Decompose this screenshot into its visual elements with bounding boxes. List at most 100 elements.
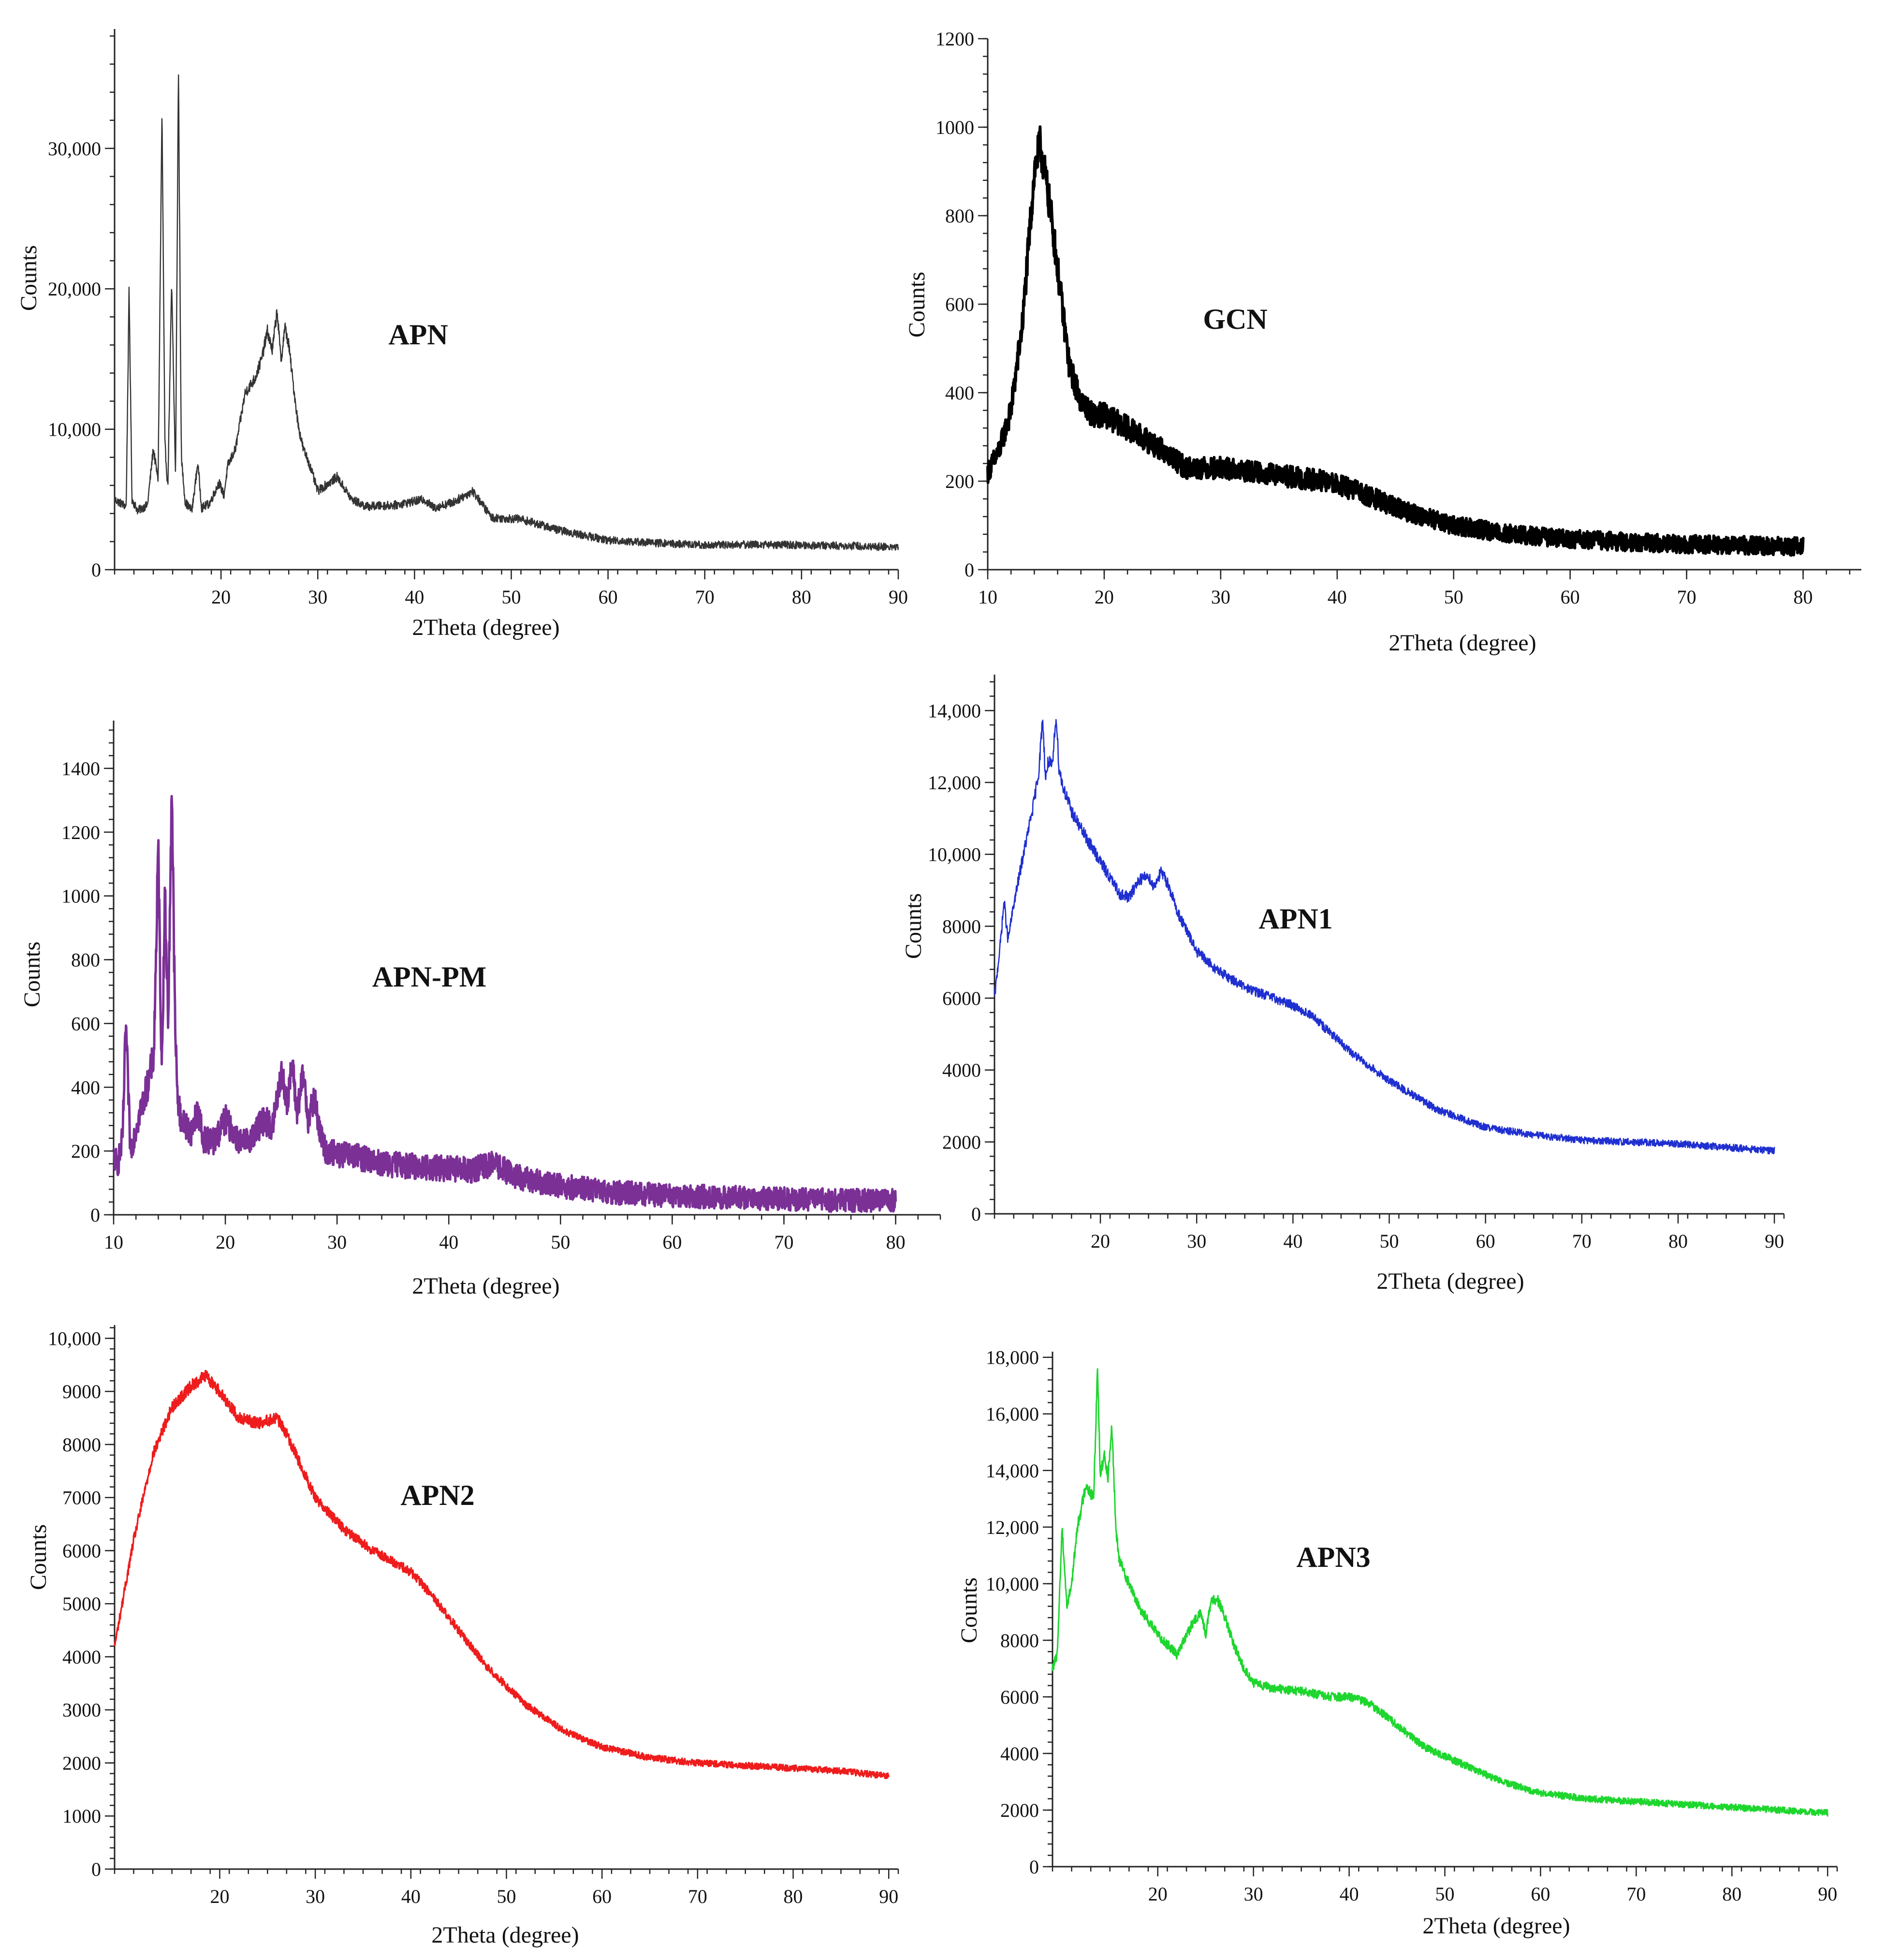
y-tick-label-apn: 30,000 — [48, 138, 101, 160]
x-tick-label-apn: 90 — [889, 586, 908, 608]
y-tick-apn2-3000: 3000 — [62, 1699, 115, 1721]
x-minor-ticks-apn3 — [1052, 1867, 1838, 1872]
plot-area-apn — [110, 29, 899, 575]
y-tick-label-apn1: 0 — [971, 1203, 981, 1225]
x-axis-label-apn3: 2Theta (degree) — [1422, 1913, 1570, 1939]
y-tick-label-apn3: 12,000 — [986, 1517, 1039, 1538]
panel-title-apn2: APN2 — [400, 1479, 474, 1511]
y-tick-gcn-800: 800 — [945, 205, 988, 227]
x-tick-apn3-90: 90 — [1818, 1867, 1837, 1905]
y-tick-label-apn3: 10,000 — [986, 1573, 1039, 1595]
x-tick-label-apn2: 50 — [497, 1886, 516, 1907]
y-tick-apn1-0: 0 — [971, 1203, 994, 1225]
x-tick-label-gcn: 80 — [1794, 586, 1813, 608]
y-tick-label-gcn: 200 — [945, 471, 974, 492]
x-tick-apn2-20: 20 — [210, 1869, 229, 1907]
x-axis-label-apn1: 2Theta (degree) — [1376, 1268, 1524, 1294]
y-tick-label-apn2: 7000 — [62, 1487, 101, 1509]
x-tick-label-apn1: 70 — [1572, 1230, 1592, 1252]
x-tick-label-apn-pm: 10 — [104, 1231, 123, 1253]
y-tick-apn3-14000: 14,000 — [986, 1460, 1053, 1482]
panel-apn1: 20 30 40 50 60 70 80 90 0 2000 4000 6000 8000 10,000… — [901, 675, 1785, 1294]
x-tick-label-gcn: 60 — [1561, 586, 1580, 608]
x-ticks-apn-pm: 10 20 30 40 50 60 70 80 — [104, 1215, 906, 1253]
series-line-apn — [114, 74, 899, 551]
y-axis-label-gcn: Counts — [904, 272, 930, 338]
panel-apn: 20 30 40 50 60 70 80 90 0 10,000 20,000 30,000 APN… — [16, 29, 908, 640]
x-ticks-apn2: 20 30 40 50 60 70 80 90 — [210, 1869, 898, 1907]
y-tick-label-apn1: 6000 — [942, 987, 981, 1009]
x-tick-apn-70: 70 — [695, 570, 715, 608]
y-tick-gcn-1000: 1000 — [936, 117, 988, 138]
x-axis-label-apn2: 2Theta (degree) — [431, 1922, 579, 1948]
y-tick-label-apn3: 16,000 — [986, 1403, 1039, 1425]
x-tick-label-gcn: 10 — [978, 586, 997, 608]
y-ticks-apn: 0 10,000 20,000 30,000 — [48, 138, 115, 581]
y-tick-label-apn3: 14,000 — [986, 1460, 1039, 1482]
x-tick-gcn-30: 30 — [1211, 570, 1230, 608]
x-tick-label-apn3: 60 — [1531, 1883, 1550, 1905]
plot-area-apn-pm — [109, 721, 941, 1220]
y-tick-gcn-200: 200 — [945, 471, 988, 492]
y-tick-apn3-0: 0 — [1029, 1856, 1053, 1878]
y-tick-label-gcn: 1000 — [936, 117, 974, 138]
y-tick-label-apn2: 6000 — [62, 1540, 101, 1562]
panel-apn3: 20 30 40 50 60 70 80 90 0 2000 4000 6000 8000 10,000… — [956, 1347, 1838, 1939]
y-tick-apn3-8000: 8000 — [1000, 1630, 1053, 1651]
y-tick-apn2-5000: 5000 — [62, 1593, 115, 1615]
y-tick-label-apn-pm: 400 — [71, 1076, 100, 1098]
series-line-apn-pm — [112, 795, 897, 1213]
y-axis-label-apn: Counts — [16, 245, 42, 311]
y-tick-label-apn2: 1000 — [62, 1805, 101, 1827]
y-tick-apn-pm-600: 600 — [71, 1013, 114, 1034]
plot-area-apn1 — [990, 675, 1785, 1219]
y-tick-apn2-4000: 4000 — [62, 1646, 115, 1668]
series-line-apn3 — [1052, 1368, 1828, 1817]
x-tick-label-apn3: 90 — [1818, 1883, 1837, 1905]
y-tick-label-apn3: 2000 — [1000, 1799, 1039, 1821]
y-tick-apn1-6000: 6000 — [942, 987, 994, 1009]
y-tick-apn3-10000: 10,000 — [986, 1573, 1053, 1595]
x-tick-label-gcn: 70 — [1677, 586, 1696, 608]
y-tick-gcn-1200: 1200 — [936, 28, 988, 50]
x-tick-apn3-80: 80 — [1722, 1867, 1741, 1905]
x-tick-apn2-50: 50 — [497, 1869, 516, 1907]
y-tick-label-apn2: 9000 — [62, 1381, 101, 1402]
y-tick-label-apn: 10,000 — [48, 419, 101, 441]
y-tick-apn-pm-800: 800 — [71, 949, 114, 971]
x-tick-apn1-50: 50 — [1380, 1214, 1399, 1252]
y-ticks-gcn: 0 200 400 600 800 1000 1200 — [936, 28, 988, 581]
y-tick-label-apn2: 10,000 — [48, 1327, 101, 1349]
y-tick-apn-pm-0: 0 — [90, 1204, 114, 1226]
y-tick-label-apn: 0 — [91, 559, 101, 581]
x-tick-label-apn: 80 — [792, 586, 811, 608]
x-minor-ticks-apn — [114, 570, 890, 575]
y-tick-label-apn2: 4000 — [62, 1646, 101, 1668]
x-tick-apn-pm-70: 70 — [774, 1215, 793, 1253]
x-tick-label-apn2: 40 — [401, 1886, 421, 1907]
x-tick-label-apn3: 80 — [1722, 1883, 1741, 1905]
x-tick-apn-80: 80 — [792, 570, 811, 608]
x-tick-apn-pm-20: 20 — [216, 1215, 235, 1253]
series-line-apn1 — [994, 719, 1775, 1155]
panel-title-apn: APN — [388, 319, 448, 351]
y-tick-label-apn3: 0 — [1029, 1856, 1039, 1878]
x-tick-label-apn: 30 — [308, 586, 327, 608]
y-tick-apn3-6000: 6000 — [1000, 1686, 1053, 1708]
series-line-gcn — [986, 125, 1805, 557]
x-tick-apn3-40: 40 — [1340, 1867, 1359, 1905]
x-tick-label-apn3: 30 — [1244, 1883, 1263, 1905]
x-tick-label-apn-pm: 70 — [774, 1231, 793, 1253]
panel-title-gcn: GCN — [1203, 303, 1267, 335]
x-tick-apn-90: 90 — [889, 570, 908, 608]
y-tick-apn-pm-1400: 1400 — [61, 758, 114, 780]
x-tick-apn3-60: 60 — [1531, 1867, 1550, 1905]
y-tick-label-apn-pm: 1000 — [61, 885, 100, 907]
panel-gcn: 10 20 30 40 50 60 70 80 0 200 400 600 800 1000 1200 G… — [904, 28, 1861, 656]
y-tick-apn2-0: 0 — [91, 1858, 115, 1880]
x-tick-label-apn3: 70 — [1626, 1883, 1646, 1905]
y-tick-gcn-0: 0 — [965, 559, 988, 581]
x-axis-label-apn-pm: 2Theta (degree) — [412, 1273, 559, 1299]
y-minor-ticks-apn — [110, 35, 115, 571]
